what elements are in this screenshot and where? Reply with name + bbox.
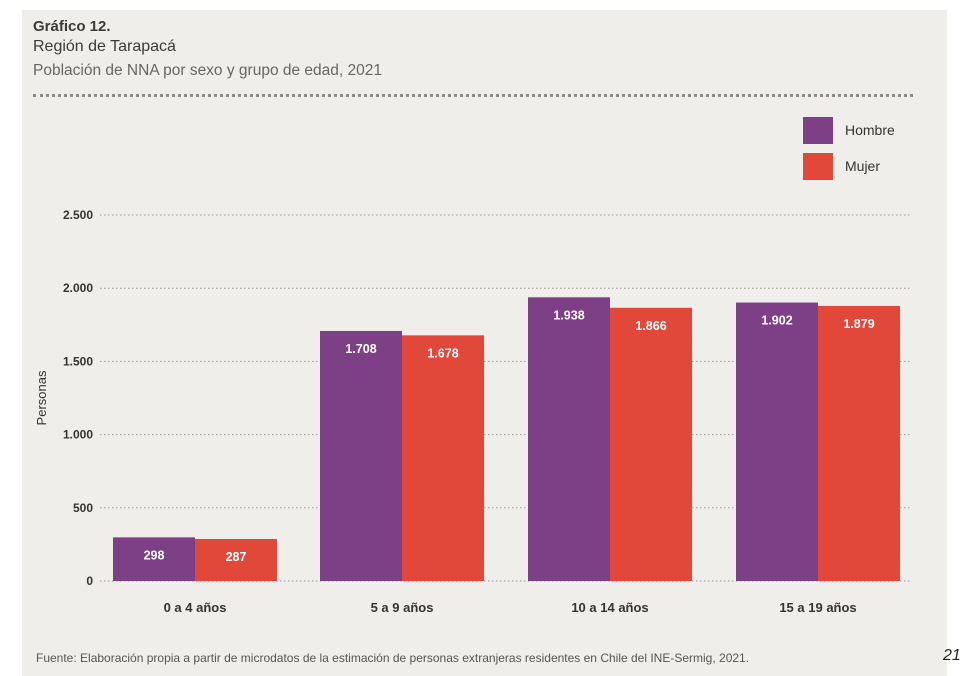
- data-label: 1.866: [635, 319, 666, 333]
- data-label: 1.938: [553, 308, 584, 322]
- chart-title: Gráfico 12.: [33, 18, 111, 35]
- chart-caption: Población de NNA por sexo y grupo de eda…: [33, 62, 382, 79]
- bar-mujer: [195, 538, 277, 581]
- page-number: 21: [943, 647, 961, 664]
- bar-mujer: [402, 335, 484, 581]
- y-tick-label: 1.500: [63, 354, 93, 368]
- bar-hombre: [320, 330, 402, 581]
- bar-hombre: [736, 302, 818, 581]
- bar-mujer: [610, 307, 692, 581]
- bar-mujer: [818, 305, 900, 581]
- y-tick-label: 1.000: [63, 428, 93, 442]
- legend-swatch-mujer: [803, 153, 833, 180]
- bar-hombre: [113, 537, 195, 581]
- x-tick-label: 15 a 19 años: [779, 600, 856, 615]
- data-label: 1.708: [345, 342, 376, 356]
- x-tick-label: 10 a 14 años: [571, 600, 648, 615]
- x-tick-label: 5 a 9 años: [371, 600, 434, 615]
- data-label: 1.678: [427, 346, 458, 360]
- y-tick-label: 500: [73, 501, 93, 515]
- legend-swatch-hombre: [803, 117, 833, 144]
- data-label: 298: [144, 548, 165, 562]
- legend-label: Hombre: [845, 122, 895, 138]
- y-tick-label: 0: [86, 574, 93, 588]
- y-tick-label: 2.000: [63, 281, 93, 295]
- bar-hombre: [528, 297, 610, 581]
- data-label: 1.902: [761, 314, 792, 328]
- data-label: 287: [226, 550, 247, 564]
- title-divider: [33, 94, 913, 97]
- source-note: Fuente: Elaboración propia a partir de m…: [36, 651, 750, 665]
- y-tick-label: 2.500: [63, 208, 93, 222]
- legend-label: Mujer: [845, 158, 880, 174]
- chart-subtitle: Región de Tarapacá: [33, 38, 176, 55]
- y-axis-label: Personas: [34, 370, 49, 425]
- data-label: 1.879: [843, 317, 874, 331]
- x-tick-label: 0 a 4 años: [164, 600, 227, 615]
